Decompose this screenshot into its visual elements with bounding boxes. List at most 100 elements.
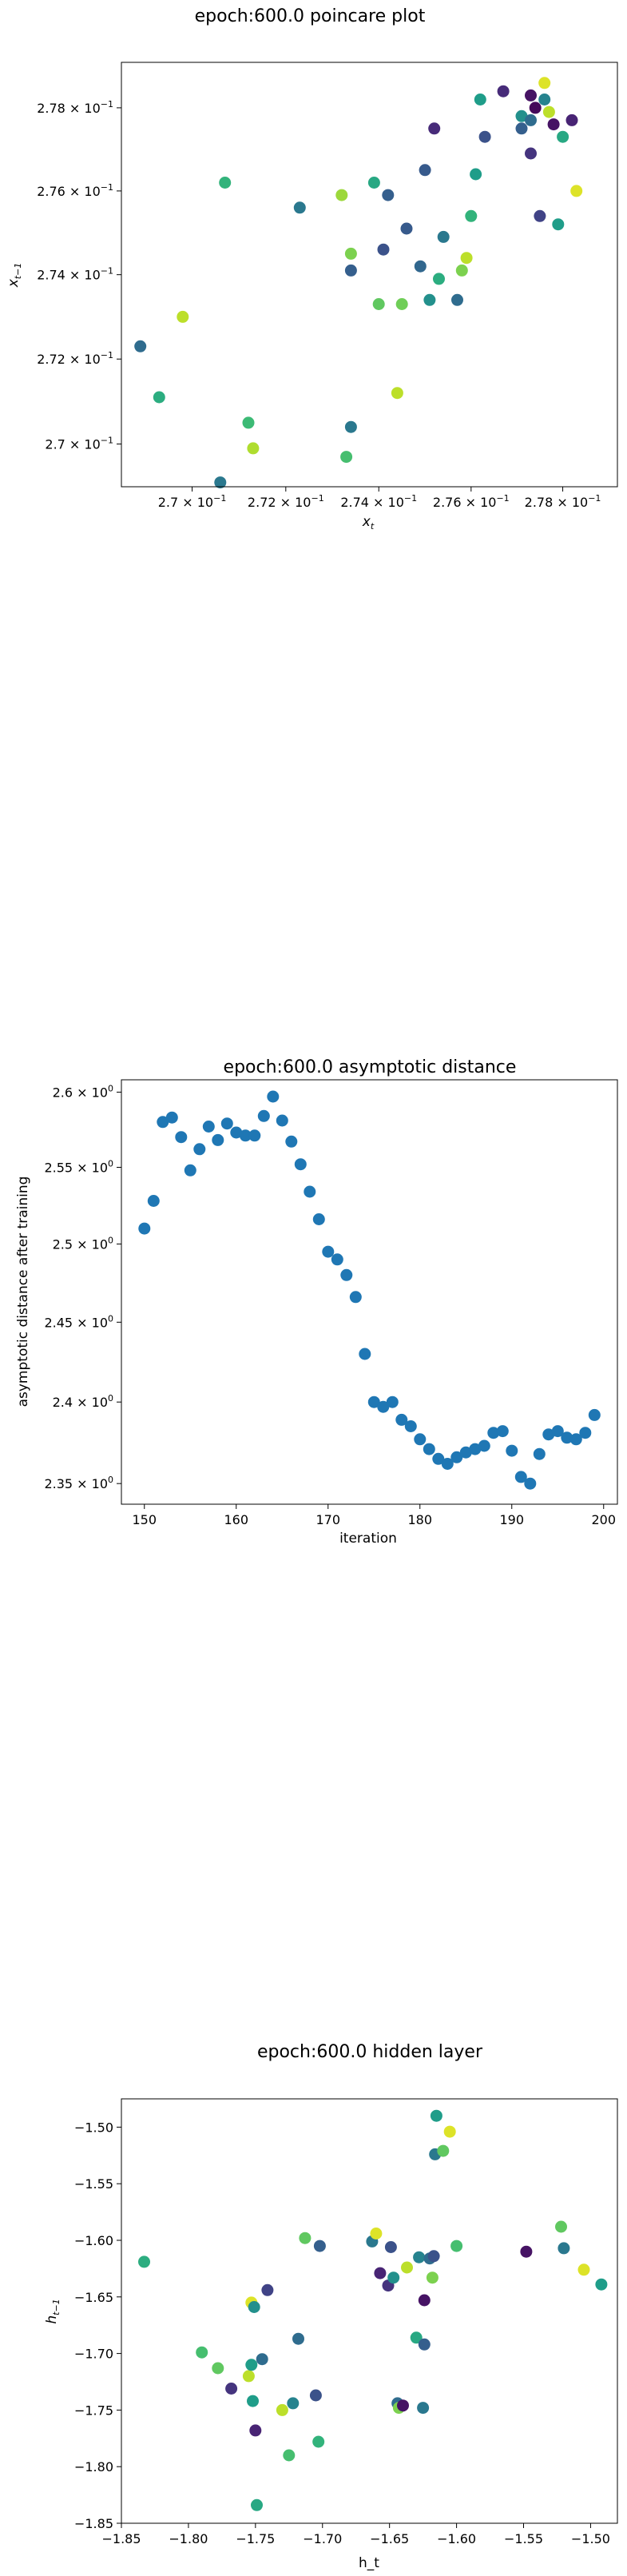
plot-frame xyxy=(121,62,618,488)
y-tick-label: 2.55 × 100 xyxy=(44,1159,113,1176)
x-tick-label: 190 xyxy=(499,1512,524,1527)
x-tick-label: −1.80 xyxy=(169,2531,208,2546)
x-tick: −1.55 xyxy=(504,2523,543,2546)
data-point xyxy=(313,2240,326,2252)
data-point xyxy=(299,2232,312,2244)
data-point xyxy=(397,2399,409,2412)
x-tick-label: 2.78 × 10−1 xyxy=(525,493,601,510)
y-axis-label: xt−1 xyxy=(6,263,23,289)
data-point xyxy=(413,2251,426,2263)
x-tick-label: −1.50 xyxy=(571,2531,610,2546)
data-point xyxy=(418,2338,431,2351)
y-tick-label: −1.70 xyxy=(74,2347,113,2362)
data-point xyxy=(514,1471,527,1483)
data-point xyxy=(469,1443,482,1455)
x-tick: −1.75 xyxy=(236,2523,275,2546)
y-tick: 2.76 × 10−1 xyxy=(37,182,121,199)
data-point xyxy=(423,1443,435,1455)
x-tick: −1.80 xyxy=(169,2523,208,2546)
y-tick: 2.72 × 10−1 xyxy=(37,350,121,367)
y-tick-label: −1.60 xyxy=(74,2233,113,2248)
x-tick: 2.72 × 10−1 xyxy=(248,487,324,510)
data-point xyxy=(283,2449,296,2462)
data-point xyxy=(367,177,380,189)
x-tick-label: −1.85 xyxy=(101,2531,141,2546)
data-point xyxy=(430,2109,442,2122)
data-point xyxy=(386,1395,399,1408)
y-tick-label: −1.65 xyxy=(74,2290,113,2305)
data-point xyxy=(558,2242,570,2255)
data-point xyxy=(478,130,491,143)
data-point xyxy=(496,1425,509,1438)
data-point xyxy=(577,2263,590,2276)
y-tick: 2.7 × 10−1 xyxy=(45,436,121,452)
data-point xyxy=(367,1395,380,1408)
data-point xyxy=(595,2278,608,2291)
data-point xyxy=(247,442,260,455)
y-tick: −1.55 xyxy=(74,2176,121,2192)
y-tick-label: 2.35 × 100 xyxy=(44,1475,113,1491)
data-point xyxy=(506,1444,518,1457)
data-point xyxy=(525,89,537,102)
x-tick-label: 160 xyxy=(224,1512,248,1527)
chart-title: epoch:600.0 poincare plot xyxy=(195,6,426,26)
data-point xyxy=(138,1222,151,1235)
x-tick-label: −1.60 xyxy=(437,2531,476,2546)
x-axis-label: iteration xyxy=(339,1531,397,1547)
y-tick: −1.60 xyxy=(74,2233,121,2248)
x-tick: 160 xyxy=(224,1504,248,1527)
data-point xyxy=(414,260,427,273)
data-point xyxy=(377,243,390,256)
y-tick-label: −1.80 xyxy=(74,2459,113,2474)
plot-frame xyxy=(121,2098,618,2524)
data-point xyxy=(565,113,578,126)
y-tick-label: 2.4 × 100 xyxy=(53,1393,113,1410)
x-tick: 2.76 × 10−1 xyxy=(433,487,510,510)
x-tick: 170 xyxy=(315,1504,340,1527)
y-axis-label: asymptotic distance after training xyxy=(15,1177,31,1407)
y-tick-label: 2.74 × 10−1 xyxy=(37,266,113,283)
x-tick-label: 2.72 × 10−1 xyxy=(248,493,324,510)
y-tick: −1.70 xyxy=(74,2347,121,2362)
data-point xyxy=(441,1458,454,1470)
x-tick: −1.60 xyxy=(437,2523,476,2546)
y-tick: 2.45 × 100 xyxy=(44,1313,121,1330)
data-point xyxy=(184,1164,196,1177)
asymptotic-distance-chart: epoch:600.0 asymptotic distance 150 160 17… xyxy=(15,1057,618,1547)
data-point xyxy=(474,94,486,106)
data-point xyxy=(432,1452,445,1465)
data-point xyxy=(193,1143,206,1156)
y-tick-label: 2.76 × 10−1 xyxy=(37,182,113,199)
data-point xyxy=(433,273,445,285)
x-tick-label: 170 xyxy=(315,1512,340,1527)
data-point xyxy=(569,1433,582,1446)
data-point xyxy=(538,77,551,90)
data-point xyxy=(551,1425,564,1438)
y-tick: 2.6 × 100 xyxy=(53,1083,121,1100)
data-point xyxy=(538,94,551,106)
data-point xyxy=(157,1116,169,1129)
data-point xyxy=(374,2267,387,2279)
data-point xyxy=(542,106,555,118)
x-tick-label: −1.65 xyxy=(370,2531,409,2546)
hidden-layer-chart: epoch:600.0 hidden layer −1.85 −1.80 −1.75… xyxy=(44,2042,618,2571)
data-point xyxy=(557,130,569,143)
x-tick-label: 2.74 × 10−1 xyxy=(340,493,417,510)
data-point xyxy=(245,2359,258,2371)
data-point xyxy=(153,391,165,404)
data-point xyxy=(561,1431,573,1444)
y-tick-label: 2.78 × 10−1 xyxy=(37,99,113,116)
poincare-plot-chart: epoch:600.0 poincare plot 2.7 × 10−1 2.72… xyxy=(6,6,618,532)
y-tick: 2.55 × 100 xyxy=(44,1159,121,1176)
x-tick: 2.7 × 10−1 xyxy=(158,487,226,510)
y-tick-label: 2.5 × 100 xyxy=(53,1235,113,1252)
data-point xyxy=(304,1185,316,1198)
data-point xyxy=(414,1433,427,1446)
data-point xyxy=(437,2144,450,2157)
data-point xyxy=(249,2424,262,2437)
data-point xyxy=(219,177,232,189)
data-point xyxy=(455,264,468,277)
data-point xyxy=(404,1420,417,1432)
data-point xyxy=(349,1291,362,1304)
data-point xyxy=(276,2403,288,2416)
